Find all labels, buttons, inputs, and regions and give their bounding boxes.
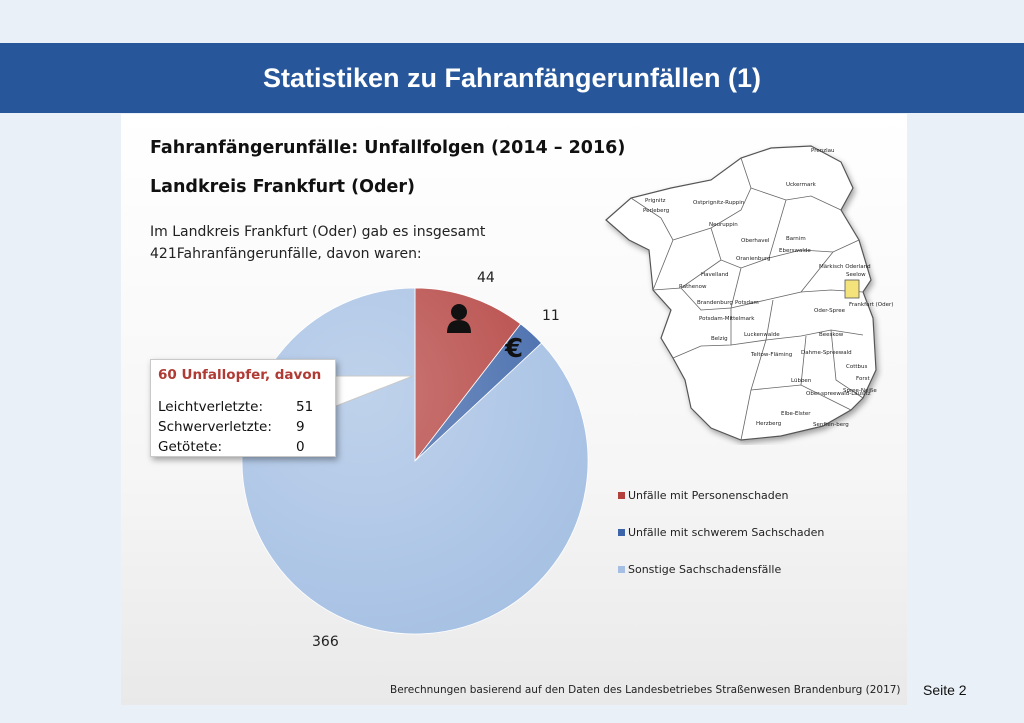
map-label: Belzig xyxy=(711,336,728,342)
callout-value: 51 xyxy=(296,399,314,415)
slide-title: Statistiken zu Fahranfängerunfällen (1) xyxy=(262,62,762,93)
map-label: Märkisch Oderland xyxy=(819,264,871,270)
map-label: Eberswalde xyxy=(779,248,811,254)
map-label: Potsdam xyxy=(735,300,759,306)
map-label: Beeskow xyxy=(819,332,844,338)
map-label: Neuruppin xyxy=(709,222,738,228)
map-label: Brandenburg xyxy=(697,300,733,306)
map-label: Potsdam-Mittelmark xyxy=(699,316,755,322)
callout-label: Getötete: xyxy=(158,439,223,455)
victims-callout: 60 Unfallopfer, davon Leichtverletzte: 5… xyxy=(150,359,336,457)
map-label: Seelow xyxy=(846,272,866,278)
legend-label: Unfälle mit Personenschaden xyxy=(628,489,789,502)
map-label: Dahme-Spreewald xyxy=(801,350,852,356)
callout-row-leichtverletzte: Leichtverletzte: 51 xyxy=(158,399,313,415)
callout-row-schwerverletzte: Schwerverletzte: 9 xyxy=(158,419,305,435)
map-label: Rathenow xyxy=(679,284,707,290)
data-label-sonstige: 366 xyxy=(312,634,339,650)
legend-swatch xyxy=(618,566,625,573)
source-footnote: Berechnungen basierend auf den Daten des… xyxy=(390,684,901,696)
map-label: Frankfurt (Oder) xyxy=(849,302,893,308)
data-label-personenschaden: 44 xyxy=(477,270,495,286)
intro-line-2: 421Fahranfängerunfälle, davon waren: xyxy=(150,246,422,262)
frankfurt-oder-highlight xyxy=(844,279,860,299)
map-label: Oranienburg xyxy=(736,256,770,262)
district-heading: Landkreis Frankfurt (Oder) xyxy=(150,177,416,197)
callout-value: 9 xyxy=(296,419,305,435)
map-label: Oberhavel xyxy=(741,238,770,244)
euro-icon: € xyxy=(504,334,523,364)
legend-item-sonstige: Sonstige Sachschadensfälle xyxy=(618,563,781,576)
map-label: Uckermark xyxy=(786,182,817,188)
map-label: Luckenwalde xyxy=(744,332,780,338)
content-panel: Fahranfängerunfälle: Unfallfolgen (2014 … xyxy=(121,114,907,705)
legend-swatch xyxy=(618,492,625,499)
map-label: Perleberg xyxy=(643,208,669,214)
legend-item-schwerer-sachschaden: Unfälle mit schwerem Sachschaden xyxy=(618,526,824,539)
callout-title: 60 Unfallopfer, davon xyxy=(158,367,322,383)
map-label: Elbe-Elster xyxy=(781,411,811,417)
map-label: Ostprignitz-Ruppin xyxy=(693,200,745,206)
intro-line-1: Im Landkreis Frankfurt (Oder) gab es ins… xyxy=(150,224,486,240)
intro-text: Im Landkreis Frankfurt (Oder) gab es ins… xyxy=(150,221,510,265)
map-label: Spree-Neiße xyxy=(843,388,877,394)
callout-label: Schwerverletzte: xyxy=(158,419,272,435)
map-label: Barnim xyxy=(786,236,806,242)
map-label: Havelland xyxy=(701,272,729,278)
callout-row-getoetete: Getötete: 0 xyxy=(158,439,305,455)
legend-label: Unfälle mit schwerem Sachschaden xyxy=(628,526,825,539)
data-label-schwerer-sachschaden: 11 xyxy=(542,308,560,324)
legend-swatch xyxy=(618,529,625,536)
map-label: Herzberg xyxy=(756,421,781,427)
map-label: Cottbus xyxy=(846,364,867,370)
legend-item-personenschaden: Unfälle mit Personenschaden xyxy=(618,489,789,502)
map-label: Teltow-Fläming xyxy=(750,352,792,358)
callout-label: Leichtverletzte: xyxy=(158,399,264,415)
brandenburg-district-map: Prenzlau Prignitz Perleberg Ostprignitz-… xyxy=(605,145,893,441)
chart-heading: Fahranfängerunfälle: Unfallfolgen (2014 … xyxy=(150,138,626,158)
map-label: Lübben xyxy=(791,378,812,384)
map-label: Prenzlau xyxy=(811,148,835,154)
person-icon xyxy=(447,304,471,333)
page-number: Seite 2 xyxy=(923,682,967,698)
map-label: Ober-spreewald-Lausitz xyxy=(806,391,871,397)
map-label: Prignitz xyxy=(645,198,666,204)
callout-value: 0 xyxy=(296,439,305,455)
map-label: Oder-Spree xyxy=(814,308,846,314)
title-banner: Statistiken zu Fahranfängerunfällen (1) xyxy=(0,43,1024,113)
map-label: Forst xyxy=(856,376,870,382)
legend-label: Sonstige Sachschadensfälle xyxy=(628,563,782,576)
map-label: Senften-berg xyxy=(813,422,849,428)
